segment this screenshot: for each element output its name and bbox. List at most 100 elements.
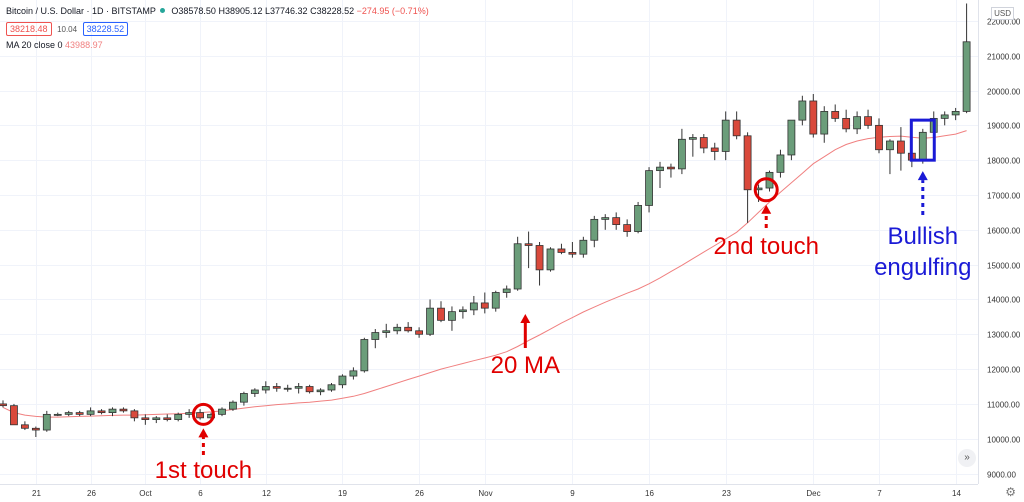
- candle-up: [798, 95, 807, 126]
- time-tick-label: 26: [415, 489, 424, 498]
- candle-body: [940, 114, 949, 119]
- candle-body: [469, 302, 478, 311]
- candle-down: [612, 212, 621, 230]
- candle-down: [0, 400, 7, 408]
- candle-down: [97, 409, 106, 415]
- ma-indicator-label: MA 20 close 0: [6, 40, 63, 50]
- candle-body: [732, 119, 741, 137]
- candle-body: [437, 307, 445, 321]
- candle-up: [951, 107, 960, 121]
- candle-down: [163, 414, 172, 422]
- candle-down: [20, 421, 29, 431]
- candle-body: [842, 117, 851, 130]
- candle-body: [185, 412, 194, 415]
- candle-down: [557, 243, 566, 255]
- candle-body: [864, 116, 872, 126]
- time-tick-label: 26: [87, 489, 96, 498]
- candle-body: [557, 248, 566, 253]
- currency-label[interactable]: USD: [991, 7, 1014, 20]
- price-tick-label: 16000.00: [987, 227, 1021, 236]
- candle-body: [10, 405, 18, 426]
- bid-price-button[interactable]: 38218.48: [6, 22, 52, 36]
- candle-up: [491, 290, 500, 312]
- candle-down: [141, 414, 150, 425]
- candle-up: [294, 383, 303, 394]
- candle-up: [261, 381, 270, 394]
- symbol-header: Bitcoin / U.S. Dollar · 1D · BITSTAMP O3…: [6, 6, 429, 16]
- candle-body: [886, 140, 894, 151]
- price-tick-label: 11000.00: [987, 401, 1020, 410]
- candle-body: [502, 288, 511, 293]
- candle-up: [940, 111, 949, 126]
- candle-body: [809, 100, 818, 135]
- bullish-engulfing-box: [909, 118, 936, 162]
- candle-up: [678, 128, 686, 175]
- time-tick-label: 21: [32, 489, 41, 498]
- price-tick-label: 20000.00: [987, 88, 1021, 97]
- candle-up: [634, 201, 642, 234]
- candle-down: [437, 301, 445, 323]
- ask-price-button[interactable]: 38228.52: [82, 22, 129, 36]
- symbol-title[interactable]: Bitcoin / U.S. Dollar · 1D · BITSTAMP: [6, 6, 156, 16]
- price-axis[interactable]: 9000.00 10000.00 11000.00 12000.00 13000.00 1…: [987, 18, 1021, 480]
- ohlc-close: C38228.52: [310, 6, 355, 16]
- price-tick-label: 15000.00: [987, 262, 1021, 271]
- second-touch-circle: [753, 177, 779, 203]
- candle-down: [272, 383, 281, 392]
- candle-body: [316, 389, 325, 393]
- time-axis[interactable]: 21 26 Oct 6 12 19 26 Nov 9 16 23 Dec 7 14: [32, 489, 961, 498]
- candle-up: [656, 161, 664, 189]
- candle-up: [458, 306, 467, 319]
- candle-down: [710, 142, 719, 161]
- price-tick-label: 21000.00: [987, 53, 1021, 62]
- candle-body: [141, 417, 150, 420]
- candle-body: [415, 330, 424, 335]
- candle-body: [875, 124, 883, 151]
- first-touch-label: 1st touch: [155, 457, 252, 484]
- candle-body: [897, 140, 905, 154]
- candle-body: [404, 326, 413, 332]
- candle-up: [393, 323, 402, 335]
- candle-body: [918, 131, 927, 161]
- candle-down: [699, 134, 708, 154]
- time-tick-label: 7: [877, 489, 882, 498]
- candle-body: [743, 135, 752, 191]
- candle-body: [283, 387, 292, 390]
- candle-body: [688, 137, 697, 140]
- candle-up: [502, 285, 511, 298]
- gear-icon[interactable]: ⚙: [1005, 485, 1016, 499]
- candle-down: [568, 242, 577, 258]
- candle-body: [491, 292, 500, 309]
- time-tick-label: 23: [722, 489, 731, 498]
- scroll-to-latest-icon[interactable]: »: [958, 449, 976, 467]
- candle-body: [349, 370, 358, 377]
- candle-up: [229, 400, 237, 411]
- price-tick-label: 18000.00: [987, 157, 1021, 166]
- candle-body: [64, 412, 73, 415]
- candle-up: [645, 167, 653, 213]
- candle-up: [239, 391, 248, 406]
- time-tick-label: 12: [262, 489, 271, 498]
- candle-body: [31, 427, 40, 431]
- market-status-icon: [159, 8, 165, 13]
- candle-down: [667, 163, 675, 178]
- ohlc-low: L37746.32: [265, 6, 308, 16]
- candle-up: [546, 247, 555, 272]
- candle-body: [53, 413, 62, 416]
- time-tick-label: 16: [645, 489, 654, 498]
- candle-body: [699, 137, 708, 149]
- chart-grid: [0, 0, 978, 484]
- candle-body: [119, 408, 128, 412]
- ohlc-high: H38905.12: [218, 6, 263, 16]
- candle-body: [776, 154, 785, 173]
- candle-down: [119, 407, 128, 413]
- candle-body: [42, 413, 51, 431]
- ma-arrowhead: [520, 314, 531, 323]
- candle-down: [75, 410, 84, 417]
- candle-up: [853, 111, 861, 135]
- candle-body: [86, 410, 95, 415]
- candle-body: [623, 224, 632, 232]
- ma-indicator-legend[interactable]: MA 20 close 0 43988.97: [6, 40, 103, 50]
- candle-up: [42, 410, 51, 432]
